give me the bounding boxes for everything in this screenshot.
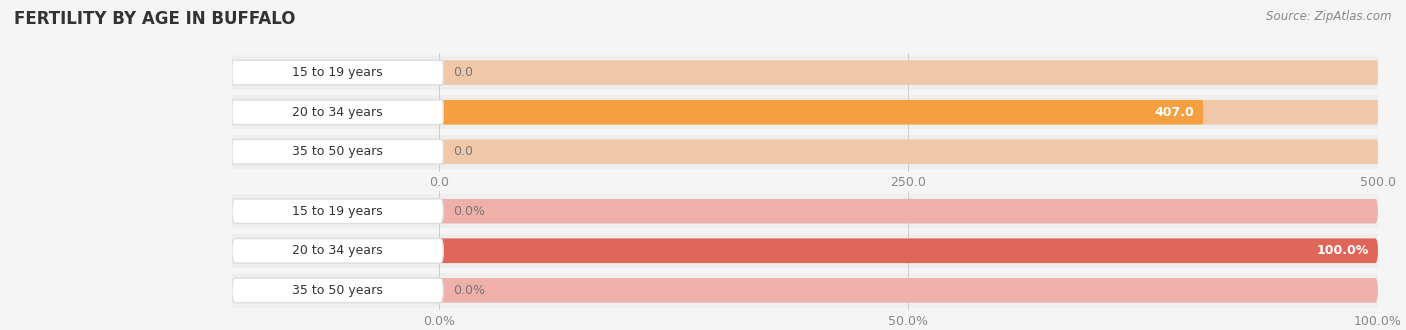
Text: 0.0: 0.0 (453, 66, 472, 79)
Text: 0.0%: 0.0% (453, 205, 485, 218)
FancyBboxPatch shape (439, 100, 1204, 124)
FancyBboxPatch shape (232, 55, 1378, 90)
FancyBboxPatch shape (232, 199, 443, 223)
Text: 15 to 19 years: 15 to 19 years (292, 66, 382, 79)
Text: 20 to 34 years: 20 to 34 years (292, 106, 382, 119)
FancyBboxPatch shape (232, 60, 443, 85)
Text: 100.0%: 100.0% (1316, 244, 1368, 257)
Text: 20 to 34 years: 20 to 34 years (292, 244, 382, 257)
FancyBboxPatch shape (232, 140, 443, 164)
FancyBboxPatch shape (439, 278, 1378, 303)
Text: 35 to 50 years: 35 to 50 years (292, 284, 382, 297)
Text: Source: ZipAtlas.com: Source: ZipAtlas.com (1267, 10, 1392, 23)
FancyBboxPatch shape (232, 95, 1378, 129)
Text: 15 to 19 years: 15 to 19 years (292, 205, 382, 218)
FancyBboxPatch shape (439, 199, 1378, 223)
FancyBboxPatch shape (232, 239, 443, 263)
FancyBboxPatch shape (232, 100, 443, 124)
Text: 0.0: 0.0 (453, 145, 472, 158)
FancyBboxPatch shape (232, 234, 1378, 268)
Text: FERTILITY BY AGE IN BUFFALO: FERTILITY BY AGE IN BUFFALO (14, 10, 295, 28)
FancyBboxPatch shape (439, 239, 1378, 263)
Text: 35 to 50 years: 35 to 50 years (292, 145, 382, 158)
FancyBboxPatch shape (439, 100, 1378, 124)
FancyBboxPatch shape (439, 140, 1378, 164)
FancyBboxPatch shape (232, 135, 1378, 169)
Text: 407.0: 407.0 (1154, 106, 1194, 119)
FancyBboxPatch shape (232, 273, 1378, 308)
FancyBboxPatch shape (439, 60, 1378, 85)
Text: 0.0%: 0.0% (453, 284, 485, 297)
FancyBboxPatch shape (232, 194, 1378, 228)
FancyBboxPatch shape (232, 278, 443, 303)
FancyBboxPatch shape (439, 239, 1378, 263)
